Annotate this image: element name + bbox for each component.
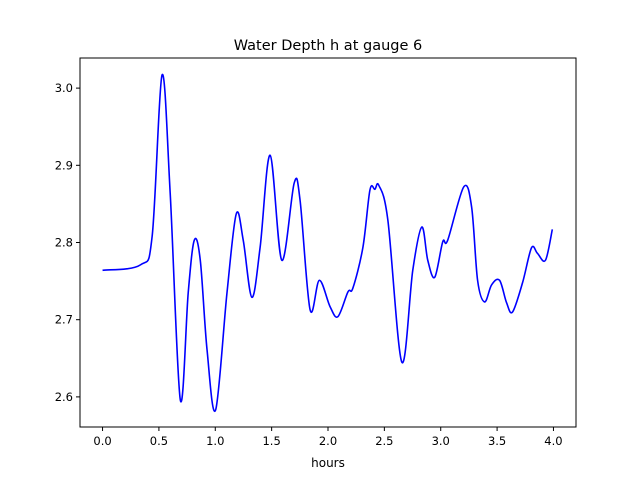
y-tick-label: 2.9 bbox=[55, 158, 73, 172]
x-tick-label: 1.0 bbox=[206, 434, 224, 448]
x-tick-label: 3.5 bbox=[488, 434, 506, 448]
y-tick-label: 2.8 bbox=[55, 236, 73, 250]
y-tick-label: 2.7 bbox=[55, 313, 73, 327]
plot-frame bbox=[79, 57, 577, 428]
y-tick-label: 3.0 bbox=[55, 81, 73, 95]
x-tick-label: 4.0 bbox=[544, 434, 562, 448]
x-tick-label: 1.5 bbox=[262, 434, 280, 448]
x-tick-label: 0.5 bbox=[150, 434, 168, 448]
y-tick-label: 2.6 bbox=[55, 390, 73, 404]
x-tick-label: 2.0 bbox=[319, 434, 337, 448]
chart-title: Water Depth h at gauge 6 bbox=[234, 38, 422, 54]
series-line-h bbox=[102, 73, 554, 413]
x-tick-label: 0.0 bbox=[93, 434, 111, 448]
x-tick-label: 3.0 bbox=[432, 434, 450, 448]
x-tick-label: 2.5 bbox=[375, 434, 393, 448]
x-axis-label: hours bbox=[311, 456, 345, 470]
